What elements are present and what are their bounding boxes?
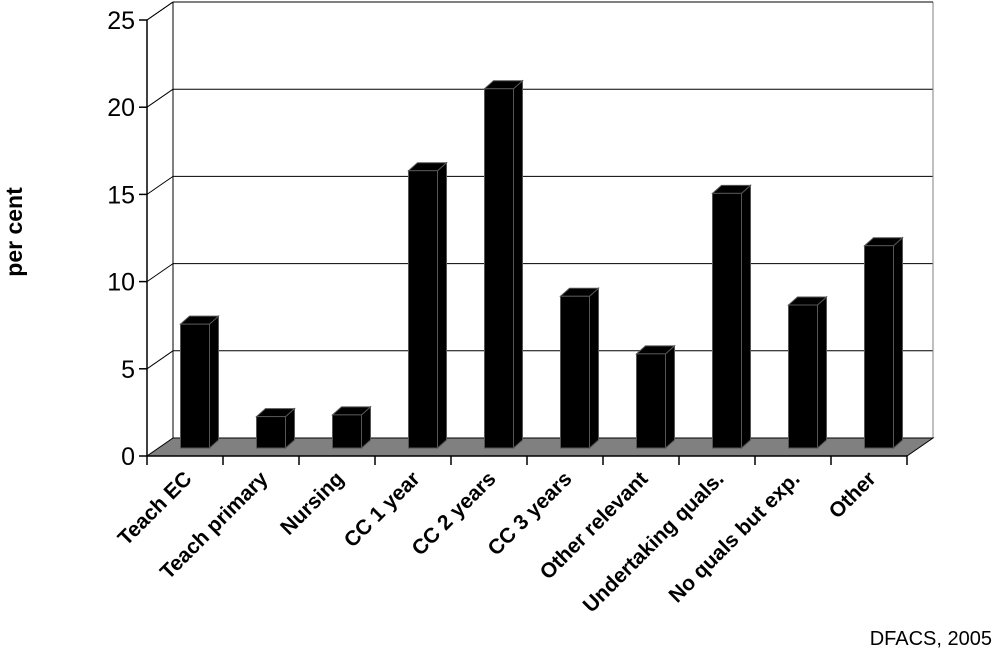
x-category-label: No quals but exp. [665,467,805,607]
bar-front [408,170,438,449]
bar [407,161,448,450]
y-tick-label: 0 [121,443,135,471]
bar [863,236,904,450]
bar-front [484,88,514,449]
gridline-side [146,263,174,283]
bar [559,287,600,450]
bar [711,184,752,450]
bar-front [332,414,362,449]
bar [483,79,524,450]
bar-side [437,161,447,450]
gridline-side [146,350,174,370]
source-note: DFACS, 2005 [869,628,992,650]
bar-side [209,315,219,450]
y-tick-label: 15 [107,181,135,209]
bar-side [741,184,751,450]
bar-front [636,353,666,449]
bars [179,79,904,450]
x-category-label: Undertaking quals. [579,467,729,617]
gridline-side [146,88,174,108]
bar-front [712,192,742,449]
bar-front [864,245,894,449]
bar [331,405,372,450]
bar-front [788,304,818,449]
y-tick-label: 5 [121,356,135,384]
y-tick-label: 20 [107,94,135,122]
y-axis-top-edge [146,1,174,21]
gridline-side [146,175,174,195]
bar [635,344,676,450]
x-category-label: Nursing [276,467,348,539]
bar [787,295,828,450]
bar-side [893,236,903,450]
bar [179,315,220,450]
bar-front [180,323,210,449]
x-category-label: Teach EC [114,467,197,550]
bar-side [513,79,523,450]
y-tick-label: 25 [107,7,135,35]
y-tick-label: 10 [107,269,135,297]
bar [255,407,296,450]
bar-side [817,295,827,450]
y-axis-title: per cent [1,187,27,277]
bar-side [589,287,599,450]
x-category-label: Other [825,467,881,523]
bar-side [665,344,675,450]
bar-front [256,416,286,449]
bar-front [560,295,590,449]
